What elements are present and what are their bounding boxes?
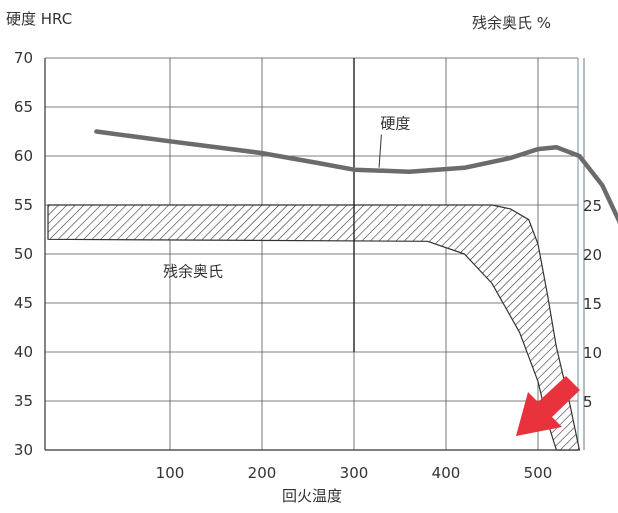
x-tick-labels: 100200300400500600°C	[156, 464, 553, 482]
y-right-tick-10: 10	[583, 344, 602, 362]
y-left-tick-labels: 70 65 60 55 50 45 40 35 30	[14, 49, 33, 459]
hardness-line	[94, 129, 618, 224]
left-axis-label: 硬度 HRC	[6, 10, 72, 28]
x-axis-label: 回火温度	[282, 487, 342, 505]
y-right-tick-25: 25	[583, 197, 602, 215]
y-left-tick-60: 60	[14, 147, 33, 165]
y-right-tick-20: 20	[583, 246, 602, 264]
y-left-tick-40: 40	[14, 343, 33, 361]
y-left-tick-55: 55	[14, 196, 33, 214]
x-tick-100: 100	[156, 464, 185, 482]
plot-frame	[44, 58, 579, 451]
y-left-tick-45: 45	[14, 294, 33, 312]
y-left-tick-50: 50	[14, 245, 33, 263]
retained-austenite-band	[47, 204, 580, 451]
annotation-0: 硬度	[380, 115, 410, 133]
annotation-leader-0	[378, 134, 382, 168]
hardness-series	[94, 129, 618, 224]
y-left-tick-70: 70	[14, 49, 33, 67]
y-left-tick-65: 65	[14, 98, 33, 116]
annotation-1: 残余奥氏	[163, 263, 223, 281]
x-tick-200: 200	[248, 464, 277, 482]
red-arrow	[516, 376, 580, 436]
y-right-tick-15: 15	[583, 295, 602, 313]
y-right-tick-labels: 25 20 15 10 5	[583, 197, 602, 411]
austenite-band-area	[47, 204, 580, 451]
y-right-tick-5: 5	[583, 393, 593, 411]
arrow-shape	[516, 376, 580, 436]
x-tick-400: 400	[432, 464, 461, 482]
x-tick-300: 300	[340, 464, 369, 482]
right-axis-label: 残余奥氏 %	[472, 14, 551, 32]
x-tick-500: 500	[524, 464, 553, 482]
y-left-tick-35: 35	[14, 392, 33, 410]
y-left-tick-30: 30	[14, 441, 33, 459]
